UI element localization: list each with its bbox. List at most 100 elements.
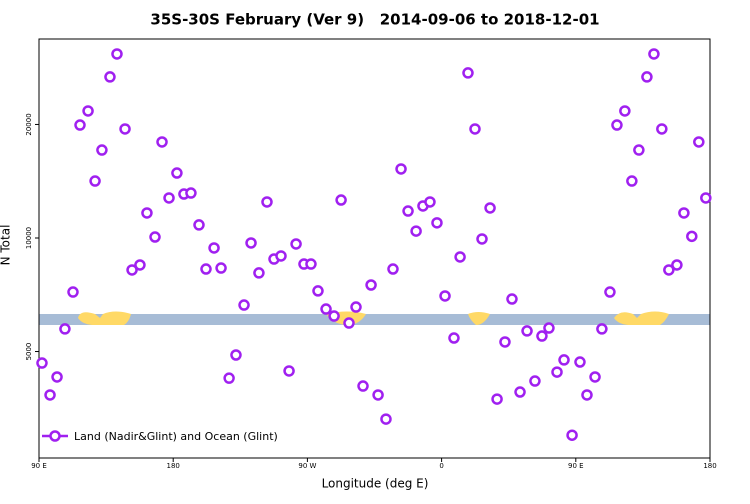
point <box>372 389 384 401</box>
point <box>395 163 407 175</box>
point <box>656 123 668 135</box>
y-tick-label: 20000 <box>25 113 33 135</box>
point <box>686 230 698 243</box>
point <box>619 105 631 117</box>
x-axis-label: Longitude (deg E) <box>322 477 429 491</box>
point <box>111 48 123 60</box>
point <box>89 175 101 187</box>
point <box>163 192 175 204</box>
point <box>134 259 146 271</box>
chart-title: 35S-30S February (Ver 9) 2014-09-06 to 2… <box>150 11 599 29</box>
point <box>521 325 533 337</box>
point <box>328 310 340 322</box>
point <box>36 357 48 369</box>
point <box>283 365 295 377</box>
point <box>574 356 586 368</box>
point <box>506 293 518 305</box>
legend-marker <box>49 430 61 442</box>
point <box>626 175 638 187</box>
point <box>59 323 71 335</box>
map-strip <box>39 311 710 325</box>
point <box>238 299 250 311</box>
point <box>604 286 616 298</box>
point <box>67 286 79 298</box>
point <box>253 267 265 279</box>
point <box>402 205 414 217</box>
point <box>424 196 436 208</box>
point <box>431 217 443 229</box>
point <box>678 207 690 219</box>
point <box>223 372 235 384</box>
point <box>491 393 503 405</box>
y-axis-label: N Total <box>0 225 13 266</box>
legend: Land (Nadir&Glint) and Ocean (Glint) <box>42 430 278 443</box>
point <box>581 389 593 401</box>
point <box>141 207 153 219</box>
point <box>589 371 601 383</box>
point <box>558 354 570 366</box>
point <box>410 225 422 237</box>
point <box>499 336 511 348</box>
point <box>96 144 108 156</box>
point <box>215 262 227 274</box>
point <box>275 250 287 262</box>
point <box>671 259 683 271</box>
point <box>104 71 116 83</box>
x-tick-label: 0 <box>439 462 443 470</box>
point <box>476 233 488 245</box>
point <box>387 263 399 275</box>
point <box>514 386 526 398</box>
point <box>126 264 138 276</box>
point <box>454 251 466 263</box>
point <box>611 119 623 131</box>
point <box>469 123 481 135</box>
point <box>119 123 131 135</box>
point <box>312 285 324 297</box>
x-tick-label: 90 W <box>298 462 316 470</box>
point <box>529 375 541 387</box>
point <box>448 332 460 344</box>
point <box>245 237 257 249</box>
point <box>536 330 548 342</box>
point <box>648 48 660 60</box>
point <box>200 263 212 275</box>
x-tick-label: 180 <box>703 462 716 470</box>
plot-frame <box>38 38 711 459</box>
point <box>290 238 302 250</box>
point <box>693 136 705 148</box>
point <box>641 71 653 83</box>
point <box>171 167 183 179</box>
point <box>350 301 362 313</box>
point <box>208 242 220 254</box>
point <box>149 231 161 243</box>
point <box>365 279 377 291</box>
point <box>261 196 273 208</box>
point <box>343 317 355 329</box>
point <box>74 119 86 131</box>
x-tick-label: 90 E <box>568 462 584 470</box>
point <box>484 202 496 214</box>
point <box>156 136 168 148</box>
point <box>305 258 317 270</box>
point <box>44 389 56 401</box>
point <box>543 322 555 334</box>
point <box>185 187 197 199</box>
point <box>633 144 645 156</box>
point <box>82 105 94 117</box>
point <box>596 323 608 335</box>
legend-label: Land (Nadir&Glint) and Ocean (Glint) <box>74 430 278 443</box>
point <box>357 380 369 392</box>
point <box>462 67 474 79</box>
point <box>51 371 63 383</box>
point <box>663 264 675 276</box>
x-tick-label: 180 <box>167 462 180 470</box>
x-tick-label: 90 E <box>31 462 47 470</box>
point <box>700 192 712 204</box>
point <box>380 413 392 425</box>
point <box>439 290 451 302</box>
point <box>320 303 332 315</box>
point <box>230 349 242 361</box>
y-tick-label: 5000 <box>25 343 33 361</box>
y-tick-label: 10000 <box>25 227 33 249</box>
